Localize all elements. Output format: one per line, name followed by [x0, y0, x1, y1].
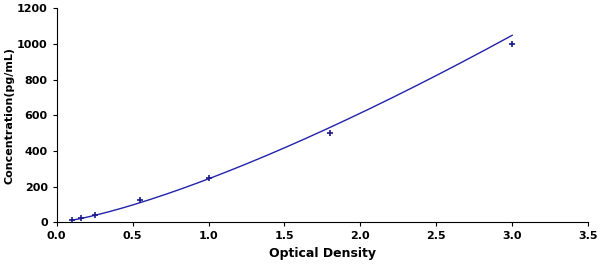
Y-axis label: Concentration(pg/mL): Concentration(pg/mL)	[4, 47, 14, 184]
X-axis label: Optical Density: Optical Density	[269, 247, 376, 260]
